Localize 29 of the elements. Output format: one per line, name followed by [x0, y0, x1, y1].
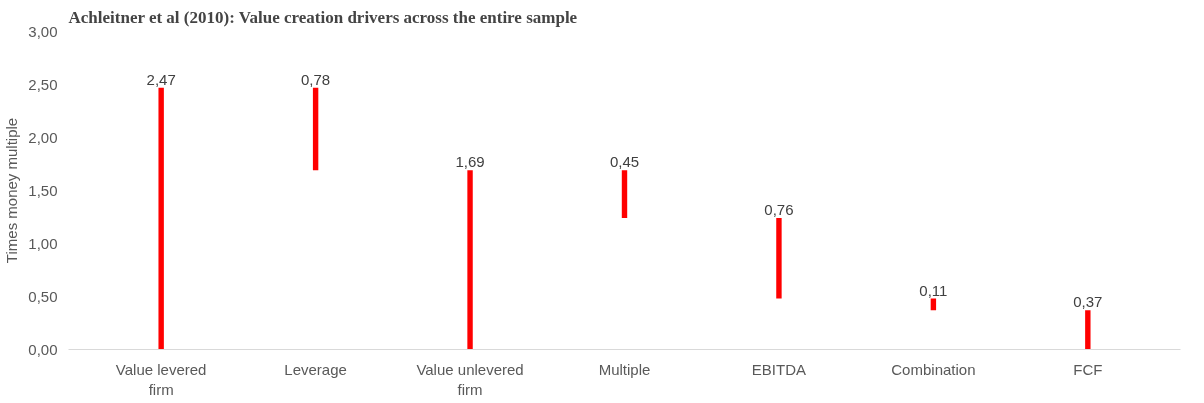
y-tick-label: 0,00	[28, 340, 58, 358]
data-label: 0,45	[609, 153, 640, 171]
y-tick-label: 1,50	[28, 181, 58, 199]
data-label: 2,47	[146, 70, 176, 88]
data-label: 0,37	[1073, 293, 1103, 311]
bar	[467, 170, 473, 350]
bar	[621, 170, 628, 219]
data-label: 0,78	[301, 70, 331, 88]
chart-title: Achleitner et al (2010): Value creation drivers across the entire sample	[68, 7, 578, 27]
y-tick-label: 1,00	[28, 234, 58, 252]
x-tick-label: FCF	[1073, 360, 1103, 378]
x-tick-label: EBITDA	[751, 360, 807, 378]
x-tick-label: Value unlevered firm	[416, 360, 524, 398]
bar	[776, 218, 782, 299]
x-tick-label: Multiple	[598, 360, 651, 378]
bar	[158, 87, 164, 350]
data-label: 0,11	[919, 281, 948, 299]
data-label: 1,69	[455, 153, 485, 171]
x-tick-label: Value levered firm	[115, 360, 207, 398]
y-tick-label: 0,50	[28, 287, 58, 305]
bar	[1085, 310, 1091, 350]
bar	[312, 87, 319, 171]
x-tick-label: Leverage	[284, 360, 347, 378]
y-tick-label: 2,00	[28, 128, 58, 146]
y-tick-label: 3,00	[28, 22, 58, 40]
y-tick-label: 2,50	[28, 75, 58, 93]
x-tick-label: Combination	[891, 360, 976, 378]
data-label: 0,76	[764, 201, 794, 219]
y-axis-title: Times money multiple	[3, 117, 21, 264]
